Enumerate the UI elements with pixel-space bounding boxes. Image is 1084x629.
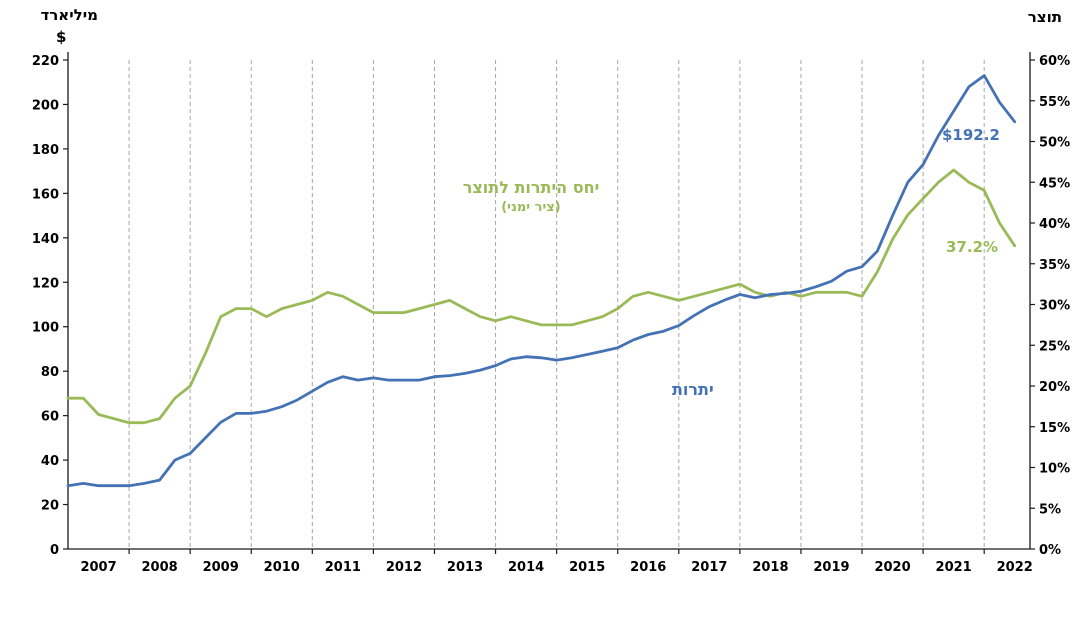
svg-text:120: 120	[32, 276, 59, 291]
svg-text:2010: 2010	[264, 560, 300, 575]
svg-text:2022: 2022	[997, 560, 1033, 575]
svg-text:2014: 2014	[508, 560, 544, 575]
right-axis-title: תוצר	[1027, 8, 1062, 26]
ratio-last-value: 37.2%	[946, 238, 999, 256]
svg-text:50%: 50%	[1039, 136, 1070, 151]
svg-text:2011: 2011	[325, 560, 361, 575]
svg-text:2013: 2013	[447, 560, 483, 575]
svg-text:0: 0	[50, 543, 59, 558]
svg-text:160: 160	[32, 187, 59, 202]
svg-text:2018: 2018	[752, 560, 788, 575]
svg-text:2019: 2019	[813, 560, 849, 575]
svg-text:25%: 25%	[1039, 339, 1070, 354]
left-axis-unit-dollar: $	[56, 28, 67, 46]
svg-text:60: 60	[41, 410, 59, 425]
svg-text:40%: 40%	[1039, 217, 1070, 232]
svg-text:2020: 2020	[874, 560, 910, 575]
svg-text:60%: 60%	[1039, 54, 1070, 69]
svg-text:2015: 2015	[569, 560, 605, 575]
svg-text:45%: 45%	[1039, 176, 1070, 191]
svg-text:80: 80	[41, 365, 59, 380]
svg-text:220: 220	[32, 54, 59, 69]
svg-text:2007: 2007	[80, 560, 116, 575]
svg-text:55%: 55%	[1039, 95, 1070, 110]
svg-text:20%: 20%	[1039, 380, 1070, 395]
ratio-series-label: יחס היתרות לתוצר (ציר ימני)	[420, 176, 642, 218]
svg-text:2008: 2008	[142, 560, 178, 575]
svg-text:15%: 15%	[1039, 421, 1070, 436]
svg-text:2009: 2009	[203, 560, 239, 575]
svg-text:2016: 2016	[630, 560, 666, 575]
svg-text:30%: 30%	[1039, 299, 1070, 314]
svg-text:20: 20	[41, 499, 59, 514]
left-axis-title: מיליארד	[40, 6, 98, 24]
svg-text:100: 100	[32, 321, 59, 336]
svg-text:2012: 2012	[386, 560, 422, 575]
svg-text:140: 140	[32, 232, 59, 247]
svg-text:180: 180	[32, 143, 59, 158]
reserves-series-label: יתרות	[672, 380, 714, 399]
svg-text:10%: 10%	[1039, 462, 1070, 477]
svg-text:40: 40	[41, 454, 59, 469]
svg-text:2021: 2021	[936, 560, 972, 575]
svg-text:5%: 5%	[1039, 502, 1061, 517]
svg-text:35%: 35%	[1039, 258, 1070, 273]
svg-text:2017: 2017	[691, 560, 727, 575]
ratio-series-label-line2: (ציר ימני)	[501, 200, 561, 216]
svg-text:0%: 0%	[1039, 543, 1061, 558]
svg-text:200: 200	[32, 98, 59, 113]
reserves-last-value: $192.2	[942, 126, 1000, 144]
ratio-series-label-line1: יחס היתרות לתוצר	[462, 178, 600, 197]
